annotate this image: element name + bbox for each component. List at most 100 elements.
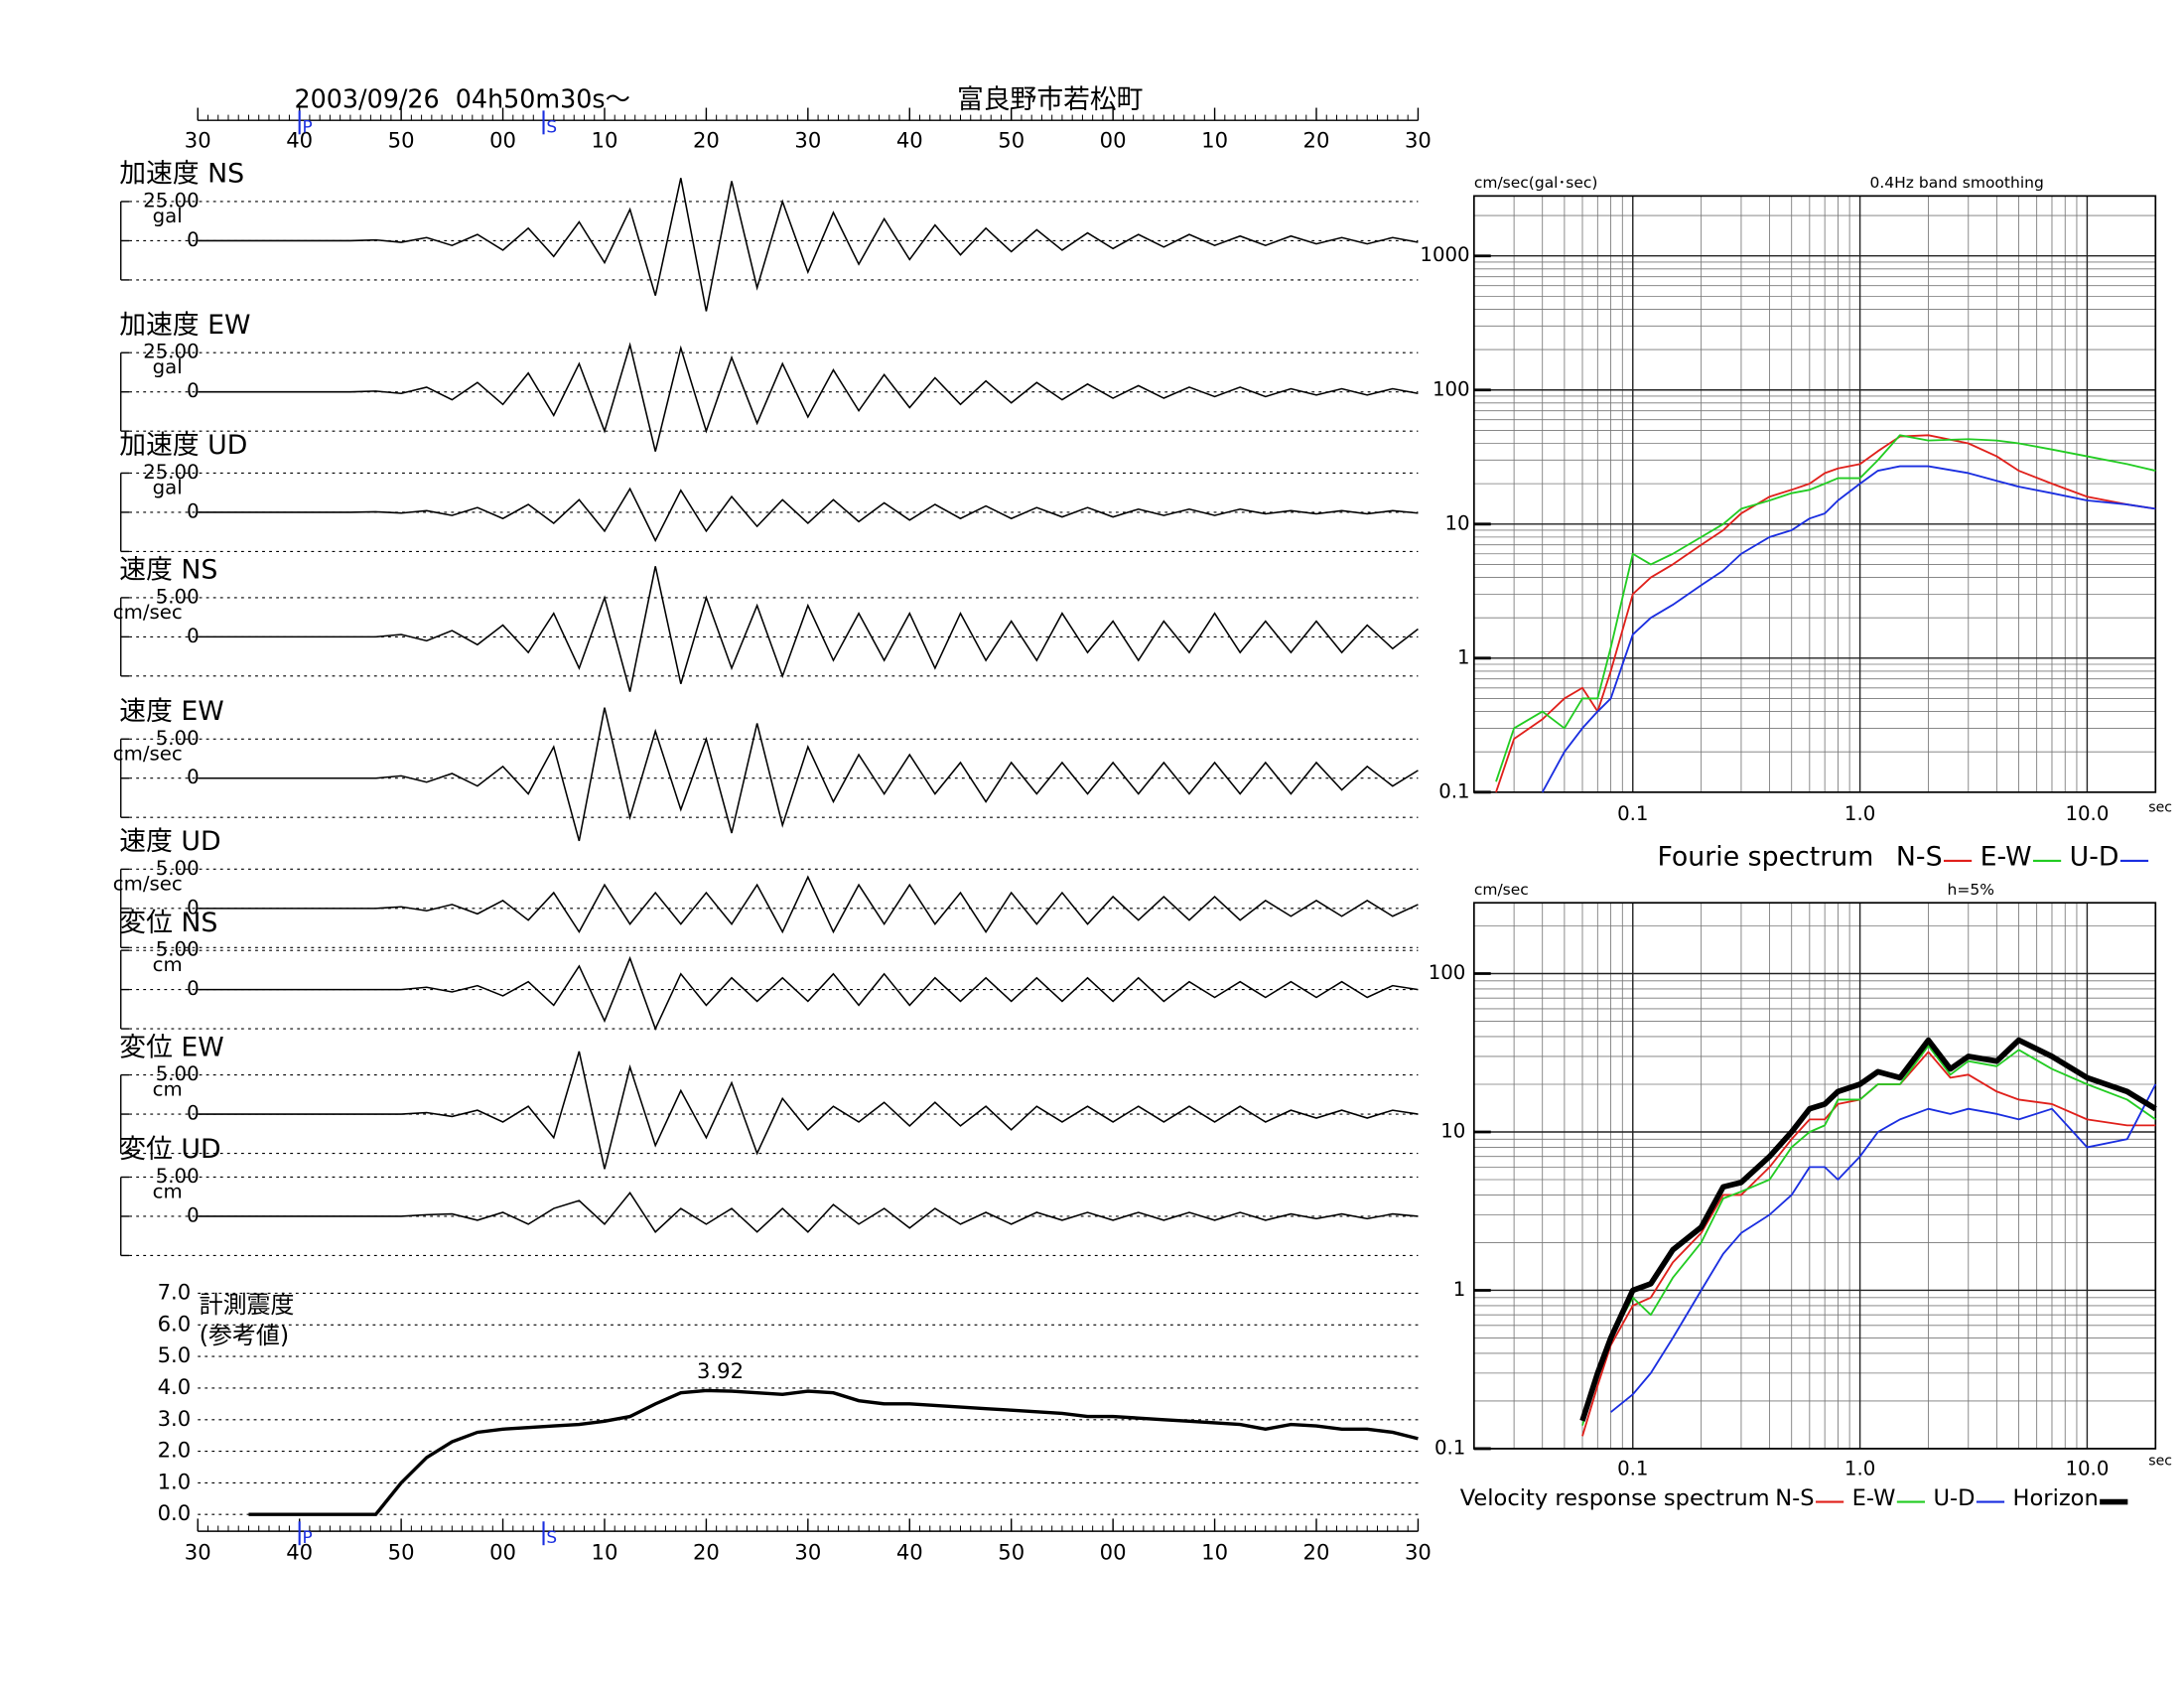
- x-tick-label: 30: [1405, 1540, 1432, 1565]
- y-tick-label: 100: [1429, 961, 1466, 984]
- x-tick-label: 50: [388, 127, 415, 152]
- x-tick-label: 50: [388, 1540, 415, 1565]
- trace-scale-label: 5.00: [156, 585, 200, 608]
- max-value-label: 3.92: [697, 1358, 744, 1383]
- chart-subtitle: (参考値): [200, 1322, 290, 1349]
- x-tick-label: 30: [1405, 127, 1432, 152]
- legend-label: U-D: [2070, 842, 2119, 873]
- trace-scale-label: 0: [187, 1102, 200, 1125]
- x-tick-label: 20: [693, 127, 720, 152]
- spectrum-line: [1495, 434, 2156, 793]
- waveform-trace: [198, 487, 1419, 543]
- y-unit: cm/sec: [1474, 881, 1529, 899]
- trace-scale-label: 0: [187, 977, 200, 1000]
- y-tick-label: 0.0: [158, 1500, 192, 1525]
- spectrum-line: [1495, 434, 2156, 782]
- x-tick-label: 00: [1100, 1540, 1127, 1565]
- x-tick-label: 10: [592, 127, 618, 152]
- x-axis-label: sec: [2148, 1454, 2172, 1470]
- x-tick-label: 30: [185, 127, 211, 152]
- spectrum-line: [1579, 1037, 2157, 1422]
- chart-title: 計測震度: [200, 1291, 295, 1319]
- legend-label: Horizon: [2013, 1485, 2099, 1511]
- spectrum-line: [1541, 465, 2156, 793]
- x-tick-label: 30: [185, 1540, 211, 1565]
- waveform-trace: [198, 566, 1419, 692]
- trace-unit: gal: [153, 476, 183, 498]
- x-tick-label: 00: [489, 127, 516, 152]
- x-tick-label: 30: [794, 1540, 821, 1565]
- x-tick-label: 50: [998, 1540, 1024, 1565]
- legend-label: E-W: [1980, 842, 2032, 873]
- x-tick-label: 10: [1201, 127, 1228, 152]
- x-tick-label: 0.1: [1617, 1458, 1648, 1480]
- waveform-trace: [198, 178, 1419, 312]
- legend-label: U-D: [1933, 1485, 1975, 1511]
- waveform-trace: [198, 1191, 1419, 1233]
- waveform-trace: [198, 875, 1419, 934]
- trace-name: 変位 NS: [119, 908, 217, 938]
- waveform-trace: [198, 955, 1419, 1032]
- phase-marker-label: S: [546, 116, 557, 136]
- plot-frame: [1472, 902, 2157, 1450]
- y-tick-label: 1: [1453, 1278, 1466, 1301]
- y-tick-label: 1.0: [158, 1469, 192, 1493]
- trace-name: 速度 EW: [119, 696, 223, 727]
- y-tick-label: 7.0: [158, 1279, 192, 1304]
- x-tick-label: 40: [896, 1540, 923, 1565]
- trace-scale-label: 25.00: [143, 189, 199, 211]
- phase-marker-label: P: [303, 1527, 313, 1547]
- trace-name: 加速度 EW: [119, 310, 250, 341]
- trace-scale-label: 5.00: [156, 727, 200, 750]
- x-tick-label: 1.0: [1844, 802, 1875, 825]
- trace-scale-label: 0: [187, 379, 200, 402]
- trace-scale-label: 5.00: [156, 1165, 200, 1188]
- x-tick-label: 10.0: [2065, 1458, 2109, 1480]
- y-tick-label: 2.0: [158, 1438, 192, 1463]
- trace-unit: cm: [153, 1180, 183, 1202]
- spectrum-line: [1581, 1045, 2156, 1426]
- trace-unit: cm: [153, 1078, 183, 1101]
- x-tick-label: 00: [1100, 127, 1127, 152]
- trace-scale-label: 25.00: [143, 341, 199, 363]
- phase-marker-label: S: [546, 1527, 557, 1547]
- intensity-line: [248, 1388, 1419, 1516]
- x-tick-label: 10: [1201, 1540, 1228, 1565]
- x-tick-label: 10.0: [2065, 802, 2109, 825]
- trace-unit: cm/sec: [113, 872, 183, 895]
- y-unit: cm/sec(gal･sec): [1474, 174, 1598, 192]
- x-tick-label: 10: [592, 1540, 618, 1565]
- y-tick-label: 100: [1433, 377, 1470, 400]
- legend-title: Velocity response spectrum: [1460, 1485, 1770, 1511]
- trace-scale-label: 0: [187, 896, 200, 918]
- trace-unit: cm/sec: [113, 742, 183, 765]
- x-tick-label: 30: [794, 127, 821, 152]
- y-tick-label: 5.0: [158, 1342, 192, 1367]
- y-tick-label: 6.0: [158, 1311, 192, 1336]
- phase-marker-label: P: [303, 116, 313, 136]
- y-tick-label: 1000: [1420, 243, 1469, 266]
- legend-label: N-S: [1775, 1485, 1814, 1511]
- plot-frame: [1472, 195, 2157, 793]
- trace-unit: cm/sec: [113, 601, 183, 624]
- x-tick-label: 50: [998, 127, 1024, 152]
- trace-unit: cm: [153, 953, 183, 976]
- trace-name: 変位 UD: [119, 1134, 220, 1165]
- y-tick-label: 4.0: [158, 1374, 192, 1399]
- trace-scale-label: 0: [187, 228, 200, 251]
- y-tick-label: 0.1: [1434, 1436, 1465, 1459]
- legend-title: Fourie spectrum: [1657, 842, 1873, 873]
- station-name: 富良野市若松町: [957, 84, 1143, 115]
- x-tick-label: 20: [693, 1540, 720, 1565]
- trace-scale-label: 5.00: [156, 938, 200, 961]
- trace-name: 加速度 NS: [119, 159, 244, 190]
- trace-unit: gal: [153, 355, 183, 378]
- x-tick-label: 20: [1303, 127, 1330, 152]
- spectrum-line: [1610, 1083, 2157, 1413]
- y-tick-label: 1: [1457, 645, 1470, 668]
- trace-scale-label: 0: [187, 766, 200, 788]
- trace-scale-label: 5.00: [156, 857, 200, 880]
- waveform-trace: [198, 1051, 1419, 1170]
